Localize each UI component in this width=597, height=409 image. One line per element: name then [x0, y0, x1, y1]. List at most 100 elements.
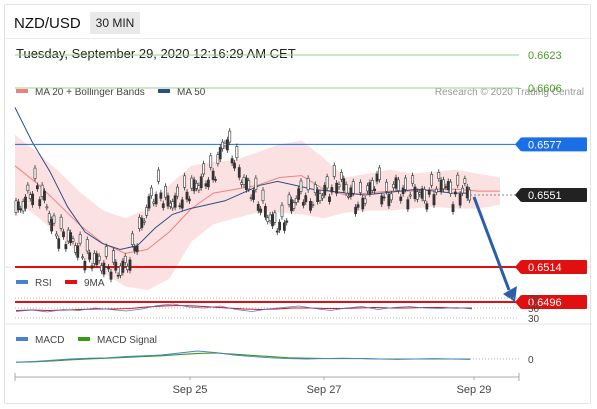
candle-body: [309, 200, 312, 211]
header-divider: [5, 38, 592, 39]
candle-body: [95, 253, 99, 266]
candle-body: [35, 185, 39, 190]
level-tag: [521, 259, 587, 274]
candle-body: [33, 167, 37, 179]
candle-body: [161, 203, 165, 208]
candle-body: [254, 177, 258, 190]
candle-body: [408, 194, 412, 197]
candle-body: [432, 194, 436, 206]
candle-body: [280, 204, 284, 218]
macd-legend-label: MACD: [35, 335, 64, 346]
chart-credit: Research © 2020 Trading Central: [435, 87, 584, 98]
candle-body: [152, 201, 156, 204]
candle-body: [363, 198, 367, 204]
candle-body: [299, 180, 303, 192]
macd-signal-line: [15, 352, 470, 363]
candle-body: [235, 146, 239, 159]
level-tag-arrow: [515, 137, 521, 152]
candle-body: [121, 260, 125, 273]
legend-swatch: [158, 89, 170, 93]
legend-label: MA 50: [177, 87, 206, 98]
candle-body: [256, 204, 260, 211]
candle-body: [301, 201, 305, 206]
candle-body: [92, 252, 96, 264]
rsi-level-label: 30: [528, 314, 540, 325]
macd-legend-swatch: [78, 337, 90, 341]
candle-body: [318, 193, 322, 202]
candle-body: [228, 130, 232, 143]
candle-body: [382, 196, 386, 199]
candle-body: [225, 139, 229, 151]
candle-body: [104, 246, 108, 257]
candle-body: [100, 265, 103, 272]
timeframe-badge[interactable]: 30 MIN: [89, 12, 141, 34]
candle-body: [192, 179, 196, 192]
candle-body: [154, 194, 158, 205]
macd-legend-label: MACD Signal: [97, 335, 157, 346]
candle-body: [173, 195, 177, 208]
candle-body: [97, 255, 101, 261]
candle-body: [211, 170, 215, 180]
level-label: 0.6496: [528, 297, 562, 309]
candle-body: [461, 187, 464, 194]
candle-body: [187, 198, 191, 202]
candle-body: [361, 197, 365, 210]
candle-body: [306, 177, 310, 191]
candle-body: [394, 177, 398, 189]
candle-body: [373, 188, 377, 192]
candle-body: [123, 255, 127, 263]
candle-body: [204, 183, 208, 187]
rsi-legend-swatch: [16, 280, 28, 284]
last-price-tag: [521, 188, 587, 202]
candle-body: [43, 190, 46, 201]
level-label: 0.6577: [528, 139, 562, 151]
candle-body: [83, 260, 87, 271]
candle-body: [216, 154, 220, 164]
candle-body: [54, 233, 58, 237]
forecast-arrow-shaft: [472, 196, 511, 291]
candle-body: [88, 252, 92, 260]
candle-body: [140, 217, 144, 228]
candle-body: [180, 199, 184, 209]
candle-body: [209, 155, 213, 168]
candle-body: [468, 189, 472, 201]
candle-body: [368, 182, 372, 195]
candle-body: [344, 184, 348, 194]
candle-body: [71, 238, 75, 242]
level-tag: [521, 294, 587, 309]
candle-body: [130, 233, 134, 245]
ma50-line: [14, 107, 470, 251]
candle-body: [164, 186, 168, 198]
candle-body: [449, 181, 453, 194]
level-label: 0.6623: [528, 50, 562, 62]
level-tag: [521, 137, 587, 152]
candle-body: [111, 250, 115, 263]
candle-body: [40, 184, 44, 197]
candle-body: [358, 182, 362, 193]
candle-body: [313, 184, 317, 194]
candle-body: [247, 180, 251, 190]
candle-body: [316, 189, 320, 202]
legend-swatch: [16, 89, 28, 93]
candle-body: [337, 184, 341, 188]
candle-body: [271, 214, 274, 227]
candle-body: [259, 208, 263, 213]
candle-body: [240, 182, 244, 185]
legend-label: MA 20 + Bollinger Bands: [35, 87, 145, 98]
candle-body: [252, 190, 255, 200]
candle-body: [50, 219, 54, 232]
candle-body: [57, 238, 61, 249]
candle-body: [304, 195, 308, 203]
candle-body: [185, 191, 189, 200]
x-tick-label: Sep 29: [457, 384, 492, 396]
candle-body: [370, 180, 374, 191]
rsi-level-label: 50: [528, 304, 540, 315]
candle-body: [339, 171, 343, 180]
candle-body: [21, 201, 25, 212]
candle-body: [138, 216, 141, 229]
candle-body: [221, 141, 225, 150]
candle-body: [45, 206, 49, 209]
candle-body: [149, 187, 153, 197]
candle-body: [297, 188, 301, 200]
